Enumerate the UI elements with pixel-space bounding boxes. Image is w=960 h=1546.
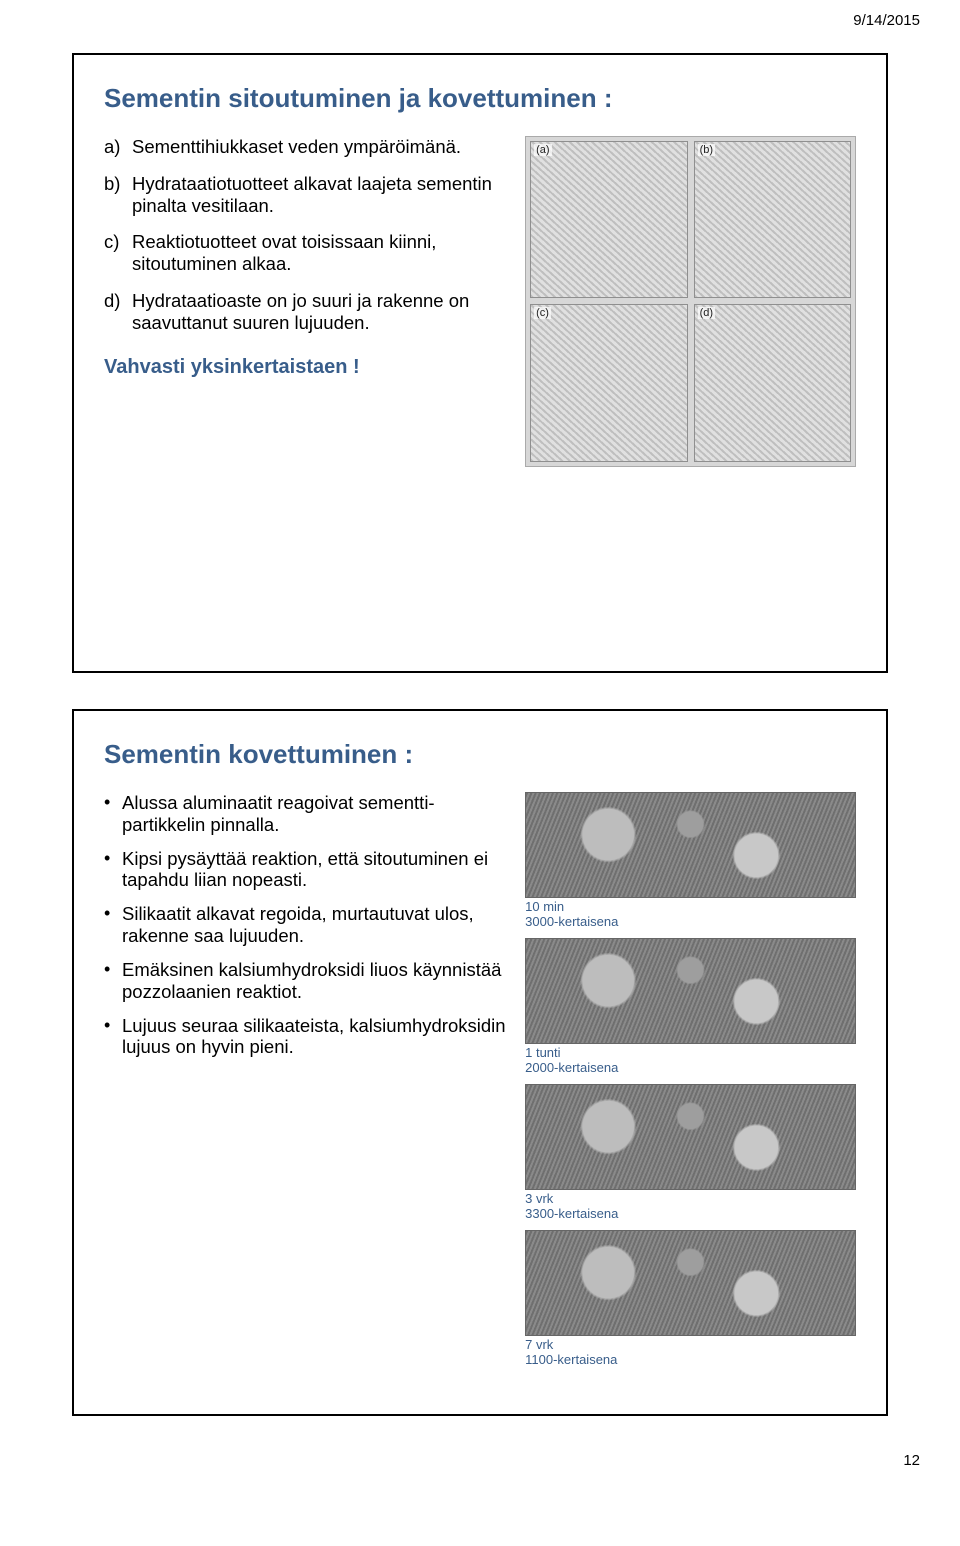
list-text: Silikaatit alkavat regoida, murtautuvat … (122, 903, 509, 947)
sem-caption: 10 min3000-kertaisena (525, 900, 856, 930)
list-text: Sementtihiukkaset veden ympäröimänä. (132, 136, 461, 158)
list-item: •Silikaatit alkavat regoida, murtautuvat… (104, 903, 509, 947)
sem-image-10min (525, 792, 856, 898)
sem-row: 1 tunti2000-kertaisena (525, 938, 856, 1076)
slide2-title: Sementin kovettuminen : (104, 739, 856, 770)
slide2-text-col: •Alussa aluminaatit reagoivat sementti-p… (104, 792, 509, 1368)
sem-image-7d (525, 1230, 856, 1336)
sem-caption: 3 vrk3300-kertaisena (525, 1192, 856, 1222)
figure-cell-a: (a) (530, 141, 687, 298)
slide1-footer-line: Vahvasti yksinkertaistaen ! (104, 356, 509, 379)
slide-2: Sementin kovettuminen : •Alussa aluminaa… (72, 709, 888, 1416)
page-number: 12 (0, 1452, 960, 1483)
sem-caption: 7 vrk1100-kertaisena (525, 1338, 856, 1368)
figure-cell-d: (d) (694, 304, 851, 461)
sem-image-1h (525, 938, 856, 1044)
bullet-icon: • (104, 1015, 122, 1059)
sem-caption: 1 tunti2000-kertaisena (525, 1046, 856, 1076)
bullet-icon: • (104, 959, 122, 1003)
list-item: •Alussa aluminaatit reagoivat sementti-p… (104, 792, 509, 836)
list-text: Reaktiotuotteet ovat toisissaan kiinni, … (132, 231, 509, 275)
figure-tag: (d) (698, 307, 715, 319)
slide1-list: a) Sementtihiukkaset veden ympäröimänä. … (104, 136, 509, 334)
list-item: b) Hydrataatiotuotteet alkavat laajeta s… (104, 173, 509, 217)
figure-tag: (b) (698, 144, 715, 156)
slide1-columns: a) Sementtihiukkaset veden ympäröimänä. … (104, 136, 856, 467)
list-marker: b) (104, 173, 132, 217)
list-text: Hydrataatiotuotteet alkavat laajeta seme… (132, 173, 509, 217)
list-item: c) Reaktiotuotteet ovat toisissaan kiinn… (104, 231, 509, 275)
slide1-figure-col: (a) (b) (c) (d) (525, 136, 856, 467)
figure-tag: (c) (534, 307, 551, 319)
figure-cell-b: (b) (694, 141, 851, 298)
sem-row: 3 vrk3300-kertaisena (525, 1084, 856, 1222)
list-text: Alussa aluminaatit reagoivat sementti-pa… (122, 792, 509, 836)
list-item: d) Hydrataatioaste on jo suuri ja rakenn… (104, 290, 509, 334)
figure-tag: (a) (534, 144, 551, 156)
list-text: Lujuus seuraa silikaateista, kalsiumhydr… (122, 1015, 509, 1059)
slide2-sem-col: 10 min3000-kertaisena 1 tunti2000-kertai… (525, 792, 856, 1368)
list-text: Hydrataatioaste on jo suuri ja rakenne o… (132, 290, 509, 334)
sem-image-column: 10 min3000-kertaisena 1 tunti2000-kertai… (525, 792, 856, 1368)
list-item: •Lujuus seuraa silikaateista, kalsiumhyd… (104, 1015, 509, 1059)
list-marker: d) (104, 290, 132, 334)
page-date: 9/14/2015 (0, 0, 960, 29)
slide2-bullets: •Alussa aluminaatit reagoivat sementti-p… (104, 792, 509, 1058)
list-text: Kipsi pysäyttää reaktion, että sitoutumi… (122, 848, 509, 892)
slide1-text-col: a) Sementtihiukkaset veden ympäröimänä. … (104, 136, 509, 467)
list-item: •Emäksinen kalsiumhydroksidi liuos käynn… (104, 959, 509, 1003)
slide2-columns: •Alussa aluminaatit reagoivat sementti-p… (104, 792, 856, 1368)
sem-row: 7 vrk1100-kertaisena (525, 1230, 856, 1368)
list-item: •Kipsi pysäyttää reaktion, että sitoutum… (104, 848, 509, 892)
slide1-title: Sementin sitoutuminen ja kovettuminen : (104, 83, 856, 114)
hydration-figure-grid: (a) (b) (c) (d) (525, 136, 856, 467)
bullet-icon: • (104, 903, 122, 947)
slide-1: Sementin sitoutuminen ja kovettuminen : … (72, 53, 888, 673)
list-marker: a) (104, 136, 132, 158)
bullet-icon: • (104, 848, 122, 892)
list-item: a) Sementtihiukkaset veden ympäröimänä. (104, 136, 509, 158)
list-marker: c) (104, 231, 132, 275)
bullet-icon: • (104, 792, 122, 836)
sem-image-3d (525, 1084, 856, 1190)
sem-row: 10 min3000-kertaisena (525, 792, 856, 930)
figure-cell-c: (c) (530, 304, 687, 461)
list-text: Emäksinen kalsiumhydroksidi liuos käynni… (122, 959, 509, 1003)
